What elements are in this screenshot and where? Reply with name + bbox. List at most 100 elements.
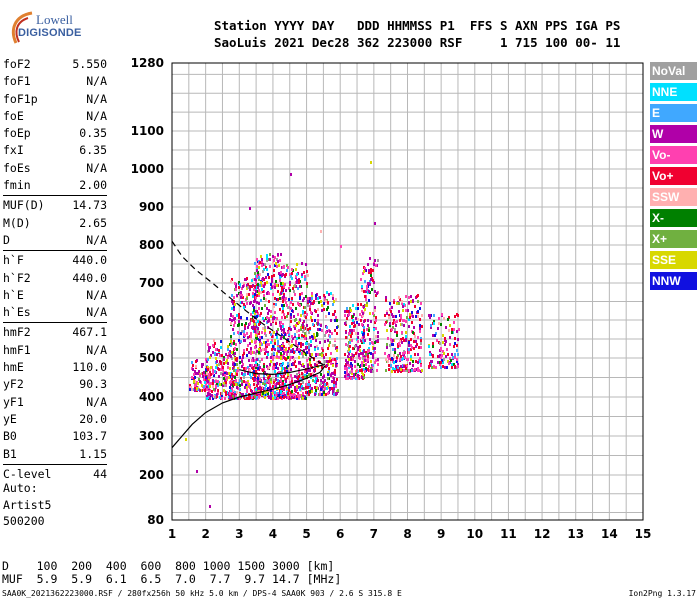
echo-point bbox=[209, 397, 211, 400]
echo-point bbox=[259, 378, 261, 381]
echo-point bbox=[288, 347, 290, 350]
echo-point bbox=[230, 383, 232, 386]
echo-point bbox=[364, 370, 366, 373]
echo-point bbox=[259, 336, 261, 339]
echo-point bbox=[219, 360, 221, 363]
echo-point bbox=[303, 365, 305, 368]
echo-point bbox=[375, 327, 377, 330]
echo-point bbox=[240, 316, 242, 319]
echo-point bbox=[231, 342, 233, 345]
echo-point bbox=[263, 319, 265, 322]
echo-point bbox=[220, 372, 222, 375]
echo-point bbox=[284, 367, 286, 370]
echo-point bbox=[286, 389, 288, 392]
echo-point bbox=[402, 337, 404, 340]
echo-point bbox=[254, 378, 256, 381]
echo-point bbox=[363, 376, 365, 379]
echo-point bbox=[266, 254, 268, 257]
echo-point bbox=[252, 311, 254, 314]
echo-point bbox=[433, 365, 435, 368]
echo-point bbox=[247, 397, 249, 400]
echo-point bbox=[291, 268, 293, 271]
echo-point bbox=[397, 366, 399, 369]
echo-point bbox=[317, 314, 319, 317]
echo-point bbox=[291, 377, 293, 380]
echo-point bbox=[292, 362, 294, 365]
echo-point bbox=[259, 273, 261, 276]
echo-point bbox=[252, 357, 254, 360]
echo-point bbox=[240, 332, 242, 335]
echo-point bbox=[216, 382, 218, 385]
echo-point bbox=[274, 256, 276, 259]
echo-point bbox=[419, 318, 421, 321]
echo-point bbox=[370, 271, 372, 274]
echo-point bbox=[225, 353, 227, 356]
echo-point bbox=[296, 385, 298, 388]
echo-point bbox=[259, 261, 261, 264]
echo-point bbox=[298, 281, 300, 284]
echo-point bbox=[234, 347, 236, 350]
echo-point bbox=[209, 376, 211, 379]
echo-point bbox=[196, 387, 198, 390]
echo-point bbox=[252, 284, 254, 287]
echo-point bbox=[268, 317, 270, 320]
echo-point bbox=[374, 321, 376, 324]
echo-point bbox=[251, 279, 253, 282]
echo-point bbox=[357, 377, 359, 380]
echo-point bbox=[246, 302, 248, 305]
echo-point bbox=[241, 365, 243, 368]
echo-point bbox=[333, 384, 335, 387]
legend-item: NNE bbox=[650, 83, 697, 101]
echo-point bbox=[283, 331, 285, 334]
echo-point bbox=[306, 324, 308, 327]
echo-point bbox=[408, 341, 410, 344]
echo-point bbox=[267, 312, 269, 315]
echo-point bbox=[413, 326, 415, 329]
echo-point bbox=[223, 389, 225, 392]
echo-point bbox=[222, 366, 224, 369]
echo-point bbox=[350, 309, 352, 312]
echo-point bbox=[254, 330, 256, 333]
echo-point bbox=[360, 278, 362, 281]
echo-point bbox=[242, 296, 244, 299]
echo-point bbox=[404, 356, 406, 359]
echo-point bbox=[278, 264, 280, 267]
echo-point bbox=[330, 352, 332, 355]
echo-point bbox=[320, 379, 322, 382]
echo-point bbox=[363, 326, 365, 329]
echo-point bbox=[252, 292, 254, 295]
echo-point bbox=[254, 285, 256, 288]
echo-point bbox=[399, 319, 401, 322]
parameter-label: foF2 bbox=[3, 57, 31, 71]
echo-point bbox=[400, 368, 402, 371]
echo-point bbox=[289, 381, 291, 384]
echo-point bbox=[206, 388, 208, 391]
echo-point bbox=[417, 353, 419, 356]
echo-point bbox=[284, 357, 286, 360]
echo-point bbox=[368, 349, 370, 352]
echo-point bbox=[256, 275, 258, 278]
echo-point bbox=[352, 319, 354, 322]
echo-point bbox=[291, 272, 293, 275]
echo-point bbox=[317, 353, 319, 356]
echo-point bbox=[236, 314, 238, 317]
echo-point bbox=[239, 384, 241, 387]
echo-point bbox=[243, 306, 245, 309]
echo-point bbox=[261, 288, 263, 291]
x-tick-label: 7 bbox=[370, 527, 378, 541]
echo-point bbox=[323, 375, 325, 378]
echo-point bbox=[304, 332, 306, 335]
echo-point bbox=[353, 376, 355, 379]
echo-point bbox=[309, 308, 311, 311]
echo-point bbox=[266, 390, 268, 393]
echo-point bbox=[362, 357, 364, 360]
echo-point bbox=[367, 355, 369, 358]
echo-point bbox=[327, 347, 329, 350]
echo-point bbox=[268, 292, 270, 295]
echo-point bbox=[194, 389, 196, 392]
echo-point bbox=[336, 326, 338, 329]
parameter-row: hmF2 467.1 bbox=[3, 324, 107, 341]
echo-point bbox=[323, 302, 325, 305]
echo-point bbox=[299, 304, 301, 307]
echo-point bbox=[345, 359, 347, 362]
